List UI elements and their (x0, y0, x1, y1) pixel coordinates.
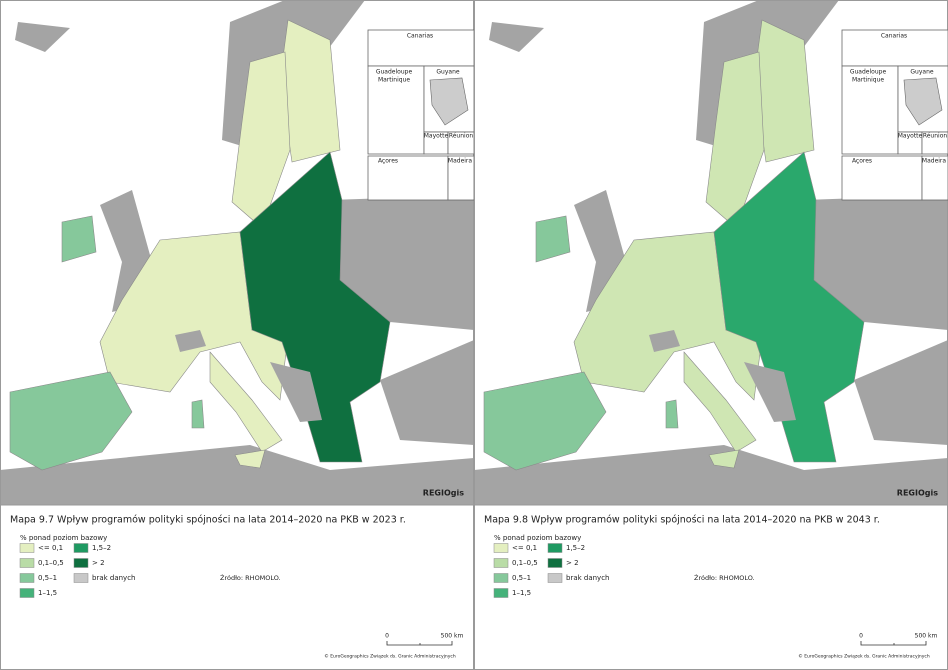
scale-label: 500 km (441, 633, 464, 640)
land (649, 330, 680, 352)
legend-swatch (547, 573, 563, 583)
land (15, 22, 70, 52)
land (380, 340, 474, 445)
inset-label: Mayotte (898, 133, 923, 140)
legend-label: 0,1–0,5 (512, 559, 538, 567)
legend-swatch (547, 543, 563, 553)
legend-label: brak danych (92, 574, 136, 582)
legend-swatch (493, 573, 509, 583)
inset-label: Açores (852, 158, 872, 165)
legend-swatch (493, 558, 509, 568)
inset-box (367, 65, 425, 155)
legend-swatch (73, 558, 89, 568)
inset-label: Madeira (448, 158, 472, 165)
logo: REGIOgis (897, 489, 938, 498)
region (535, 215, 571, 263)
legend-swatch (19, 543, 35, 553)
region (234, 449, 266, 469)
inset-box (367, 155, 449, 201)
legend-label: 1,5–2 (92, 544, 111, 552)
scale-bar (860, 641, 927, 646)
scale-label: 0 (859, 633, 863, 640)
land (330, 195, 474, 330)
legend-label: 0,5–1 (512, 574, 531, 582)
land (474, 445, 948, 505)
legend-label: 0,5–1 (38, 574, 57, 582)
inset-box (921, 155, 948, 201)
copyright: © EuroGeographics Związek ds. Granic Adm… (324, 653, 456, 660)
inset-label: Réunion (923, 133, 948, 140)
scale-label: 500 km (915, 633, 938, 640)
inset-label: Canarias (881, 33, 907, 40)
inset-label: Guadeloupe (850, 69, 887, 76)
legend-label: <= 0,1 (38, 544, 63, 552)
inset-label: Guadeloupe (376, 69, 413, 76)
legend-swatch (19, 588, 35, 598)
region (9, 371, 133, 471)
legend-label: 1–1,5 (512, 589, 531, 597)
inset-box (841, 155, 923, 201)
land (854, 340, 948, 445)
region (61, 215, 97, 263)
legend-label: 1–1,5 (38, 589, 57, 597)
legend-swatch (493, 588, 509, 598)
land (804, 195, 948, 330)
legend-swatch (493, 543, 509, 553)
inset-label: Madeira (922, 158, 946, 165)
scale-bar (386, 641, 453, 646)
legend-swatch (547, 558, 563, 568)
map-title: Mapa 9.8 Wpływ programów polityki spójno… (484, 515, 880, 526)
region (665, 399, 679, 429)
inset-box (921, 131, 948, 155)
land (744, 362, 796, 422)
copyright: © EuroGeographics Związek ds. Granic Adm… (798, 653, 930, 660)
land (489, 22, 544, 52)
land (0, 445, 474, 505)
legend-title: % ponad poziom bazowy (494, 534, 581, 542)
scale-label: 0 (385, 633, 389, 640)
inset-box (447, 155, 475, 201)
inset-label: Guyane (910, 69, 933, 76)
map-title: Mapa 9.7 Wpływ programów polityki spójno… (10, 515, 406, 526)
inset-land (429, 77, 469, 126)
legend-label: 0,1–0,5 (38, 559, 64, 567)
inset-land (903, 77, 943, 126)
inset-label: Guyane (436, 69, 459, 76)
logo: REGIOgis (423, 489, 464, 498)
legend-swatch (19, 558, 35, 568)
inset-box (841, 29, 948, 67)
legend-swatch (19, 573, 35, 583)
legend-swatch (73, 573, 89, 583)
source: Źródło: RHOMOLO. (220, 573, 281, 582)
region (239, 151, 391, 463)
inset-box (841, 65, 899, 155)
inset-label: Martinique (852, 77, 884, 84)
legend-swatch (73, 543, 89, 553)
source: Źródło: RHOMOLO. (694, 573, 755, 582)
legend-title: % ponad poziom bazowy (20, 534, 107, 542)
inset-label: Açores (378, 158, 398, 165)
region (483, 371, 607, 471)
inset-label: Canarias (407, 33, 433, 40)
land (175, 330, 206, 352)
region (191, 399, 205, 429)
legend-label: > 2 (566, 559, 579, 567)
legend-label: > 2 (92, 559, 105, 567)
region (713, 151, 865, 463)
legend-label: 1,5–2 (566, 544, 585, 552)
land (270, 362, 322, 422)
legend-label: brak danych (566, 574, 610, 582)
legend-label: <= 0,1 (512, 544, 537, 552)
inset-label: Réunion (449, 133, 474, 140)
region (708, 449, 740, 469)
inset-label: Mayotte (424, 133, 449, 140)
inset-label: Martinique (378, 77, 410, 84)
